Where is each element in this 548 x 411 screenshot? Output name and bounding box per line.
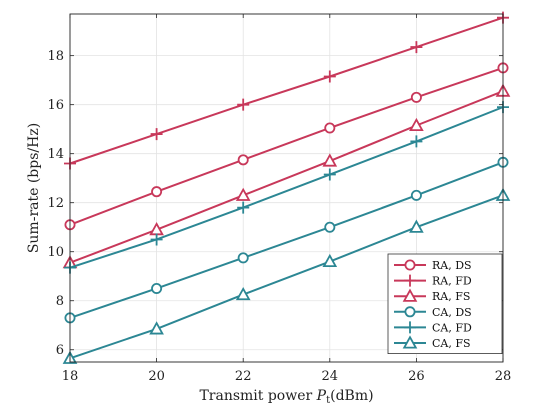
x-tick-label: 18 [62, 369, 79, 384]
legend-marker-ra-fd [404, 274, 416, 287]
x-axis-label-unit: (dBm) [330, 388, 373, 404]
data-point-ca-fd [323, 168, 336, 181]
legend-marker-ca-fs [402, 335, 418, 349]
series-line-ca-ds [69, 161, 504, 319]
x-axis-label: Transmit power Pt(dBm) [199, 388, 373, 406]
data-point-ca-fd [150, 233, 163, 246]
legend-entry-ca-fd: CA, FD [394, 321, 472, 334]
y-tick-label: 14 [47, 147, 64, 162]
data-point-ra-ds [237, 154, 249, 166]
data-point-ca-ds [410, 189, 422, 201]
legend-marker-ra-fs [402, 288, 418, 302]
data-point-ra-ds [324, 122, 336, 134]
legend-marker-ra-ds [404, 259, 416, 271]
legend-label-ca-ds: CA, DS [432, 306, 472, 319]
series-line-ca-fs [69, 194, 504, 360]
data-point-ra-fd [237, 98, 250, 111]
legend-label-ca-fs: CA, FS [432, 337, 471, 350]
data-point-ca-ds [151, 282, 163, 294]
y-tick-label: 12 [47, 196, 64, 211]
legend-entry-ca-ds: CA, DS [394, 306, 472, 319]
series-line-ra-ds [69, 66, 504, 226]
x-axis-label-symbol: P [316, 388, 327, 404]
x-tick-label: 24 [322, 369, 339, 384]
legend-entry-ca-fs: CA, FS [394, 335, 471, 350]
data-point-ra-fs [322, 153, 338, 167]
data-point-ra-fd [410, 41, 423, 54]
data-point-ca-fs [235, 286, 251, 301]
data-point-ra-fs [235, 187, 251, 201]
data-point-ca-fs [409, 219, 424, 233]
data-point-ra-fd [150, 128, 163, 141]
legend-entry-ra-fd: RA, FD [394, 274, 472, 288]
y-axis-label: Sum-rate (bps/Hz) [26, 123, 42, 253]
y-tick-label: 16 [47, 98, 64, 113]
axis-ticks: 18 20 22 24 26 28 6 8 10 12 14 16 18 [47, 14, 511, 384]
data-point-ca-fs [322, 253, 338, 268]
y-tick-label: 8 [56, 294, 64, 309]
legend-marker-ca-ds [404, 306, 416, 318]
y-tick-label: 6 [56, 343, 64, 358]
legend-label-ra-fd: RA, FD [432, 275, 472, 288]
series-layer [62, 11, 511, 364]
data-point-ra-ds [410, 91, 422, 103]
data-point-ra-fd [323, 70, 336, 83]
y-tick-label: 18 [47, 49, 64, 64]
x-tick-label: 26 [408, 369, 425, 384]
data-point-ca-ds [324, 221, 336, 233]
x-axis-label-subscript: t [326, 395, 330, 406]
data-point-ca-fs [149, 321, 164, 335]
legend-box [387, 253, 503, 354]
x-axis-label-main: Transmit power [199, 388, 316, 404]
data-point-ca-ds [237, 252, 249, 264]
data-point-ra-fs [409, 117, 424, 132]
plot-frame [69, 13, 504, 363]
legend-marker-ca-fd [404, 321, 416, 334]
series-ca-ds [64, 156, 509, 324]
series-ra-ds [64, 62, 509, 231]
legend-entry-ra-ds: RA, DS [394, 259, 472, 272]
y-tick-label: 10 [47, 245, 64, 260]
series-ca-fs [62, 187, 511, 364]
series-line-ra-fd [69, 16, 504, 165]
data-point-ca-fd [237, 201, 250, 214]
legend-label-ra-ds: RA, DS [432, 259, 472, 272]
series-line-ra-fs [69, 90, 504, 264]
data-point-ca-fd [410, 135, 423, 148]
legend-entry-ra-fs: RA, FS [394, 288, 470, 303]
chart-legend: RA, DS RA, FD RA, FS CA, DS CA, FD CA, FS [387, 253, 503, 354]
legend-label-ra-fs: RA, FS [432, 290, 470, 303]
series-line-ca-fd [69, 106, 504, 269]
x-tick-label: 20 [148, 369, 165, 384]
legend-label-ca-fd: CA, FD [432, 321, 472, 334]
data-point-ra-ds [151, 186, 163, 198]
x-tick-label: 22 [235, 369, 252, 384]
x-tick-label: 28 [495, 369, 512, 384]
